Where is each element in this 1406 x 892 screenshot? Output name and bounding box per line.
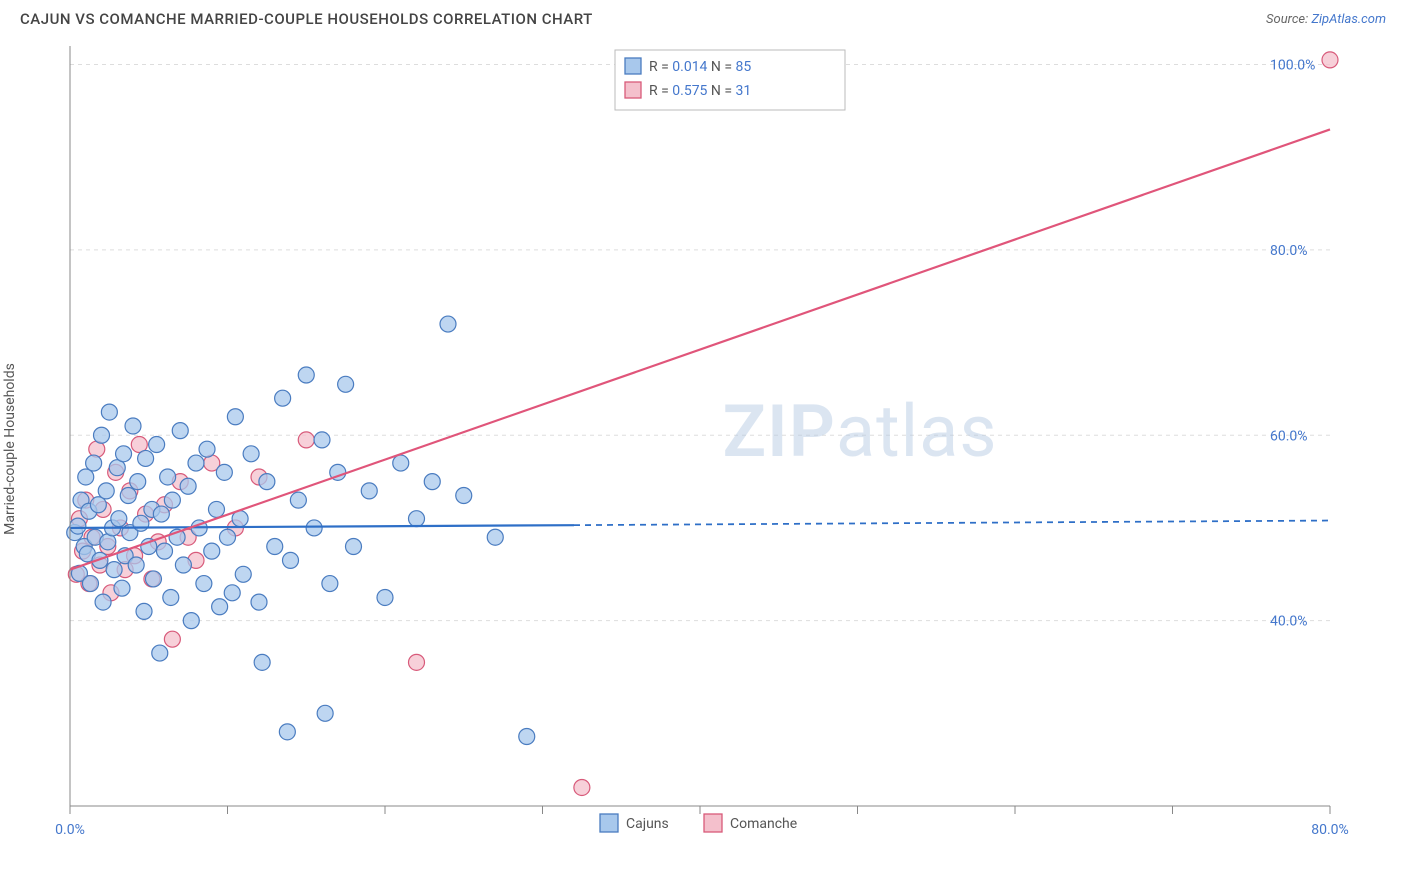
data-point <box>456 488 472 504</box>
data-point <box>254 654 270 670</box>
data-point <box>175 557 191 573</box>
data-point <box>98 483 114 499</box>
data-point <box>212 599 228 615</box>
data-point <box>298 432 314 448</box>
data-point <box>216 464 232 480</box>
chart-title: CAJUN VS COMANCHE MARRIED-COUPLE HOUSEHO… <box>20 10 593 28</box>
data-point <box>188 455 204 471</box>
source-link[interactable]: ZipAtlas.com <box>1311 12 1386 27</box>
x-tick-label: 0.0% <box>55 822 85 838</box>
data-point <box>1322 52 1338 68</box>
data-point <box>243 446 259 462</box>
data-point <box>183 613 199 629</box>
data-point <box>298 367 314 383</box>
legend-swatch <box>625 82 641 98</box>
data-point <box>116 446 132 462</box>
data-point <box>317 705 333 721</box>
data-point <box>125 418 141 434</box>
legend-swatch <box>704 814 722 832</box>
data-point <box>440 316 456 332</box>
data-point <box>172 423 188 439</box>
data-point <box>279 724 295 740</box>
data-point <box>235 566 251 582</box>
data-point <box>145 571 161 587</box>
y-tick-label: 80.0% <box>1270 243 1308 259</box>
source-label: Source: <box>1266 12 1308 27</box>
data-point <box>136 603 152 619</box>
legend-r-entry: R = 0.014 N = 85 <box>649 59 751 75</box>
y-tick-label: 60.0% <box>1270 428 1308 444</box>
chart-container: Married-couple Households ZIPatlas0.0%80… <box>20 36 1386 846</box>
data-point <box>78 469 94 485</box>
scatter-chart: ZIPatlas 0.0% 80.0% 40.0% 60.0% 80.0% 100.0% R … <box>20 36 1386 846</box>
data-point <box>283 552 299 568</box>
source-attribution: Source: ZipAtlas.com <box>1266 12 1386 27</box>
data-point <box>163 589 179 605</box>
data-point <box>267 538 283 554</box>
data-point <box>157 543 173 559</box>
data-point <box>409 511 425 527</box>
data-point <box>164 492 180 508</box>
data-point <box>133 515 149 531</box>
data-point <box>574 779 590 795</box>
data-point <box>393 455 409 471</box>
data-point <box>86 455 102 471</box>
data-point <box>519 728 535 744</box>
data-point <box>306 520 322 536</box>
data-point <box>106 562 122 578</box>
data-point <box>138 450 154 466</box>
data-point <box>251 594 267 610</box>
y-axis-label: Married-couple Households <box>2 363 18 535</box>
data-point <box>220 529 236 545</box>
legend-swatch <box>625 58 641 74</box>
data-point <box>153 506 169 522</box>
data-point <box>208 501 224 517</box>
data-point <box>275 390 291 406</box>
data-point <box>259 474 275 490</box>
data-point <box>204 543 220 559</box>
data-point <box>95 594 111 610</box>
legend-series-label: Cajuns <box>626 816 669 832</box>
svg-text:ZIPatlas: ZIPatlas <box>722 389 997 474</box>
data-point <box>160 469 176 485</box>
data-point <box>224 585 240 601</box>
data-point <box>101 404 117 420</box>
data-point <box>487 529 503 545</box>
y-tick-label: 100.0% <box>1270 58 1315 74</box>
data-point <box>94 427 110 443</box>
data-point <box>409 654 425 670</box>
y-tick-label: 40.0% <box>1270 614 1308 630</box>
data-point <box>199 441 215 457</box>
data-point <box>346 538 362 554</box>
data-point <box>114 580 130 596</box>
trend-line <box>70 129 1330 569</box>
data-point <box>70 518 86 534</box>
data-point <box>338 376 354 392</box>
data-point <box>196 576 212 592</box>
data-point <box>361 483 377 499</box>
data-point <box>314 432 330 448</box>
data-point <box>152 645 168 661</box>
data-point <box>149 437 165 453</box>
legend-swatch <box>600 814 618 832</box>
x-tick-label: 80.0% <box>1311 822 1349 838</box>
data-point <box>227 409 243 425</box>
data-point <box>322 576 338 592</box>
legend-series-label: Comanche <box>730 816 797 832</box>
data-point <box>90 497 106 513</box>
data-point <box>377 589 393 605</box>
data-point <box>424 474 440 490</box>
data-point <box>130 474 146 490</box>
data-point <box>82 576 98 592</box>
trend-line-extrapolated <box>574 521 1330 526</box>
data-point <box>290 492 306 508</box>
data-point <box>180 478 196 494</box>
data-point <box>128 557 144 573</box>
data-point <box>111 511 127 527</box>
legend-r-entry: R = 0.575 N = 31 <box>649 83 751 99</box>
data-point <box>120 488 136 504</box>
data-point <box>164 631 180 647</box>
